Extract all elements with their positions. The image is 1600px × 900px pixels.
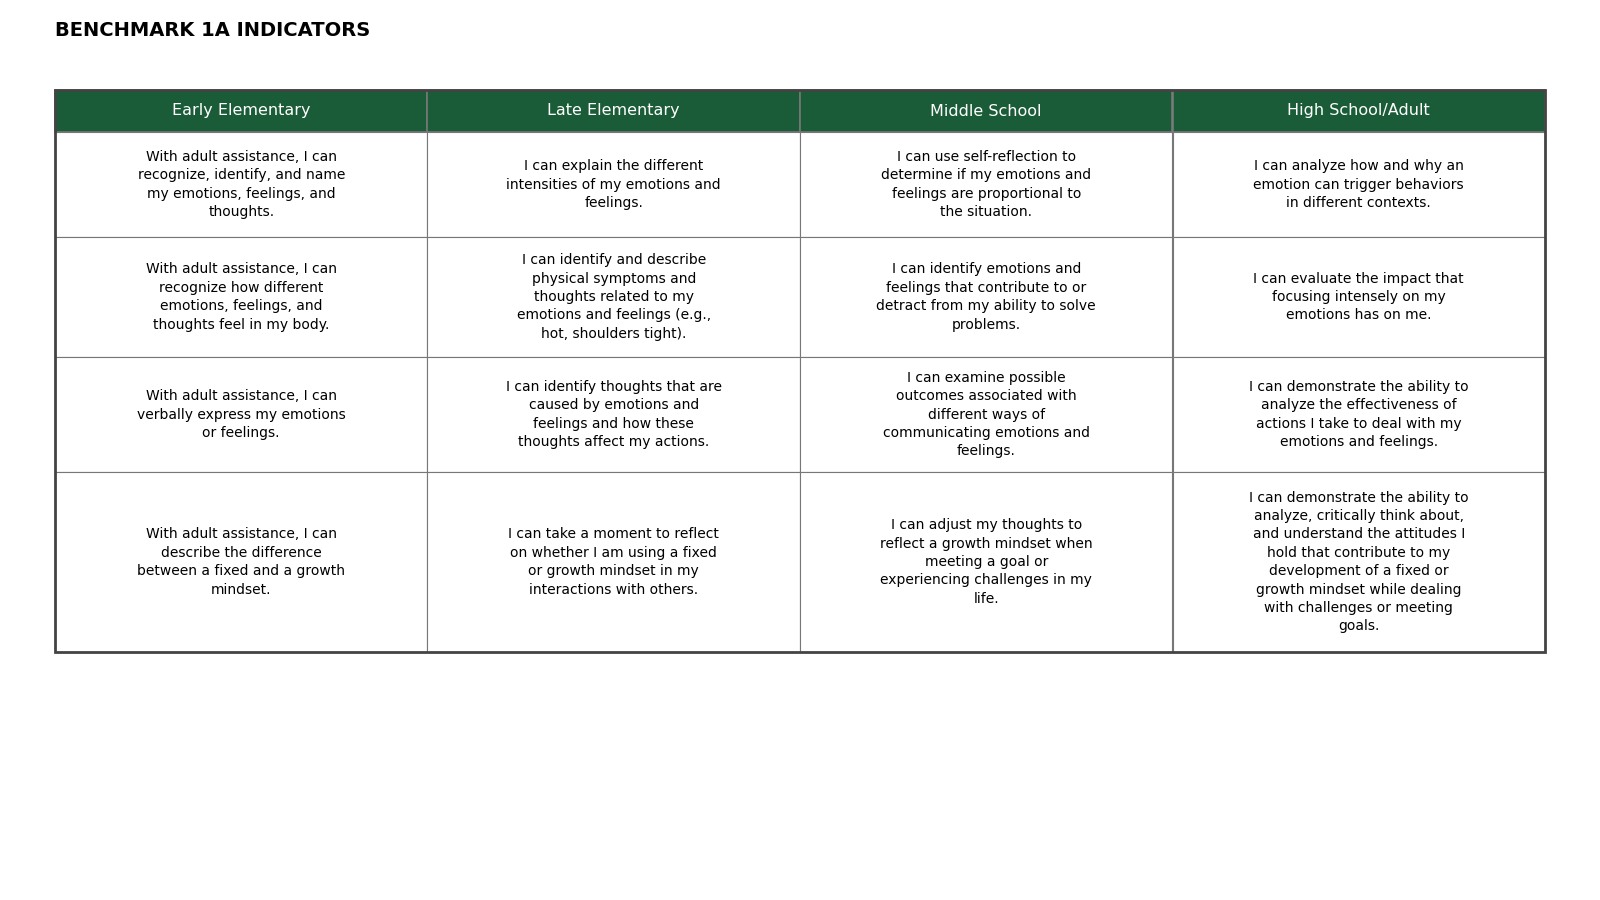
Bar — [800, 237, 1173, 357]
Bar — [800, 132, 1173, 237]
Text: Early Elementary: Early Elementary — [171, 104, 310, 119]
Bar — [54, 237, 427, 357]
Text: I can examine possible
outcomes associated with
different ways of
communicating : I can examine possible outcomes associat… — [883, 371, 1090, 458]
Text: BENCHMARK 1A INDICATORS: BENCHMARK 1A INDICATORS — [54, 21, 370, 40]
Bar — [1173, 357, 1546, 472]
Text: Middle School: Middle School — [931, 104, 1042, 119]
Bar — [1173, 132, 1546, 237]
Bar — [800, 90, 1173, 132]
Text: I can take a moment to reflect
on whether I am using a fixed
or growth mindset i: I can take a moment to reflect on whethe… — [509, 527, 718, 597]
Text: I can use self-reflection to
determine if my emotions and
feelings are proportio: I can use self-reflection to determine i… — [882, 150, 1091, 219]
Text: I can adjust my thoughts to
reflect a growth mindset when
meeting a goal or
expe: I can adjust my thoughts to reflect a gr… — [880, 518, 1093, 606]
Text: I can demonstrate the ability to
analyze, critically think about,
and understand: I can demonstrate the ability to analyze… — [1250, 491, 1469, 634]
Bar — [800, 357, 1173, 472]
Bar — [427, 237, 800, 357]
Text: With adult assistance, I can
recognize, identify, and name
my emotions, feelings: With adult assistance, I can recognize, … — [138, 150, 346, 219]
Text: I can identify and describe
physical symptoms and
thoughts related to my
emotion: I can identify and describe physical sym… — [517, 253, 710, 341]
Bar — [800, 472, 1173, 652]
Text: I can evaluate the impact that
focusing intensely on my
emotions has on me.: I can evaluate the impact that focusing … — [1253, 272, 1464, 322]
Text: High School/Adult: High School/Adult — [1288, 104, 1430, 119]
Bar — [54, 90, 1546, 652]
Bar — [427, 357, 800, 472]
Bar — [54, 132, 427, 237]
Text: I can identify thoughts that are
caused by emotions and
feelings and how these
t: I can identify thoughts that are caused … — [506, 380, 722, 449]
Bar — [54, 90, 427, 132]
Bar — [1173, 90, 1546, 132]
Bar — [1173, 472, 1546, 652]
Bar — [1173, 237, 1546, 357]
Bar — [427, 132, 800, 237]
Text: With adult assistance, I can
describe the difference
between a fixed and a growt: With adult assistance, I can describe th… — [138, 527, 346, 597]
Bar — [427, 472, 800, 652]
Text: With adult assistance, I can
verbally express my emotions
or feelings.: With adult assistance, I can verbally ex… — [138, 389, 346, 440]
Text: Late Elementary: Late Elementary — [547, 104, 680, 119]
Text: I can identify emotions and
feelings that contribute to or
detract from my abili: I can identify emotions and feelings tha… — [877, 263, 1096, 331]
Bar — [54, 472, 427, 652]
Text: I can demonstrate the ability to
analyze the effectiveness of
actions I take to : I can demonstrate the ability to analyze… — [1250, 380, 1469, 449]
Text: I can analyze how and why an
emotion can trigger behaviors
in different contexts: I can analyze how and why an emotion can… — [1253, 159, 1464, 210]
Bar — [54, 357, 427, 472]
Text: I can explain the different
intensities of my emotions and
feelings.: I can explain the different intensities … — [507, 159, 722, 210]
Text: With adult assistance, I can
recognize how different
emotions, feelings, and
tho: With adult assistance, I can recognize h… — [146, 263, 336, 331]
Bar — [427, 90, 800, 132]
